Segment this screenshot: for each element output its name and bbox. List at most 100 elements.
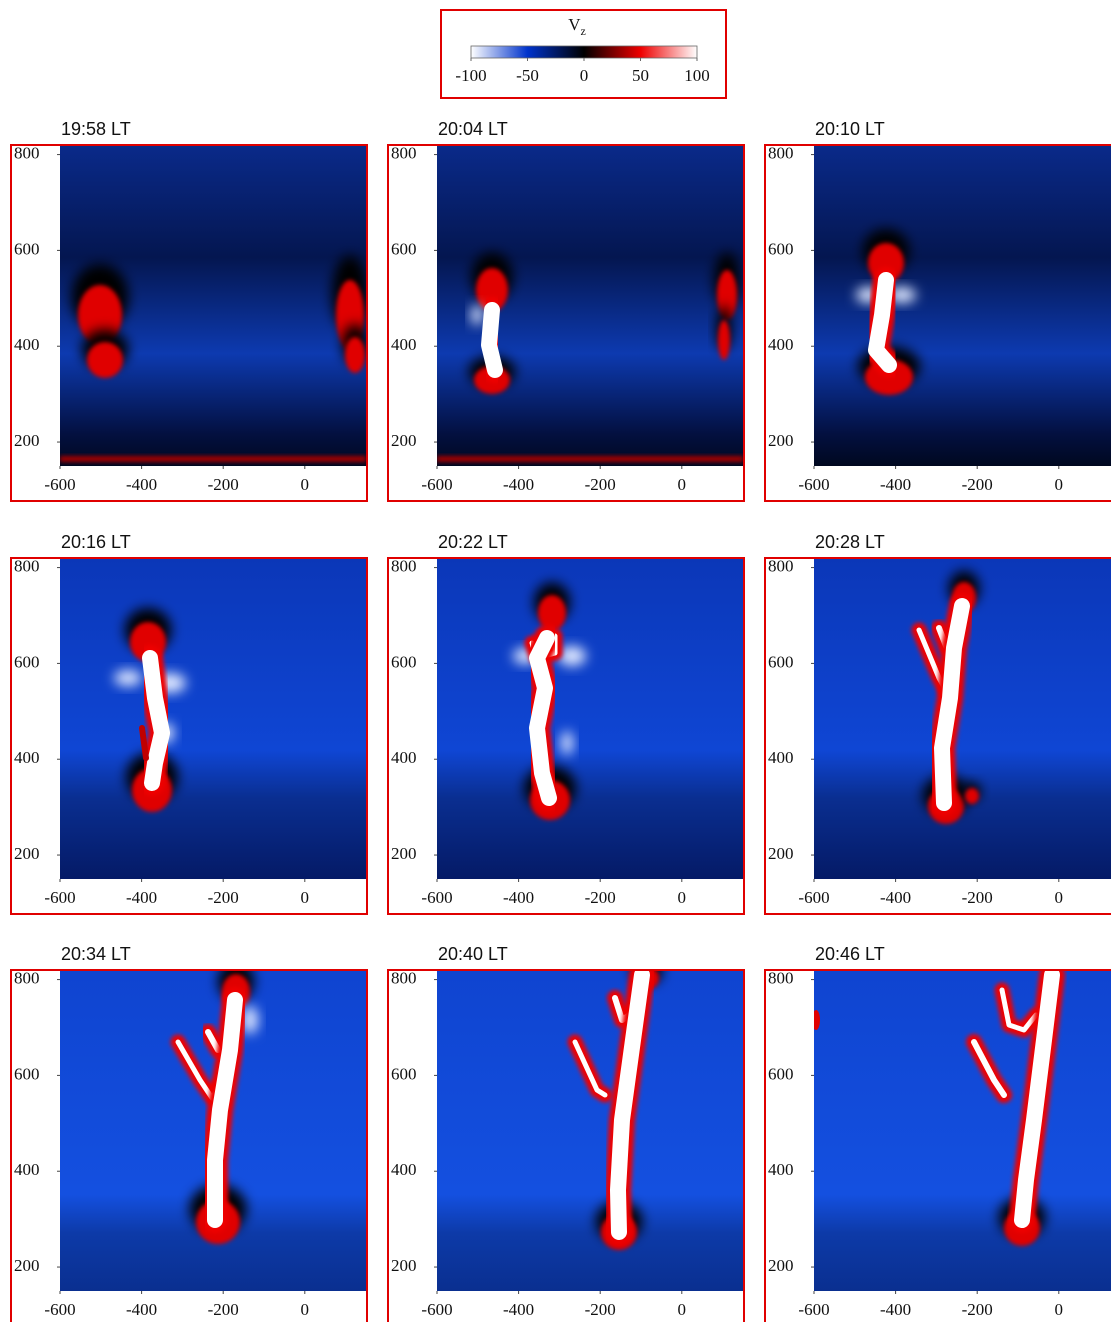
x-tick-label: -400	[880, 888, 911, 907]
panel-frame	[764, 557, 1111, 915]
white-patch	[114, 670, 142, 686]
y-tick-label: 600	[14, 1064, 40, 1083]
x-tick-label: -400	[126, 475, 157, 494]
red-blob	[718, 320, 730, 360]
x-tick-label: -400	[126, 1300, 157, 1319]
structure-core	[999, 987, 1039, 1033]
loop	[139, 725, 149, 761]
panel-title: 20:46 LT	[815, 944, 885, 964]
structure-core	[205, 1029, 221, 1053]
y-tick-label: 600	[391, 1064, 417, 1083]
x-tick-label: -200	[208, 1300, 239, 1319]
panel-frame	[10, 969, 368, 1322]
heatmap-background	[437, 558, 743, 879]
y-tick-label: 200	[14, 431, 40, 450]
y-tick-label: 200	[768, 1256, 794, 1275]
y-tick-label: 200	[391, 844, 417, 863]
y-tick-label: 600	[768, 239, 794, 258]
panel-title: 19:58 LT	[61, 119, 131, 139]
y-tick-label: 200	[768, 431, 794, 450]
x-tick-label: -200	[585, 475, 616, 494]
x-tick-label: -200	[962, 888, 993, 907]
panel-title: 20:40 LT	[438, 944, 508, 964]
y-tick-label: 400	[768, 1160, 794, 1179]
x-tick-label: 0	[1055, 888, 1064, 907]
heatmap	[437, 145, 743, 466]
x-tick-label: -600	[421, 888, 452, 907]
colorbar	[470, 45, 698, 59]
x-tick-label: -600	[421, 475, 452, 494]
heatmap-background	[437, 970, 743, 1291]
y-tick-label: 600	[391, 239, 417, 258]
x-tick-label: -600	[44, 888, 75, 907]
structure-core	[971, 1039, 1007, 1098]
red-blob	[78, 285, 122, 345]
colorbar-tick-label: 50	[632, 66, 649, 85]
white-patch	[561, 731, 573, 755]
x-tick-label: -400	[503, 888, 534, 907]
colorbar-title-subscript: z	[580, 24, 585, 38]
y-tick-label: 600	[14, 652, 40, 671]
y-tick-label: 200	[391, 1256, 417, 1275]
y-tick-label: 800	[391, 143, 417, 162]
colorbar-tick-label: -100	[455, 66, 486, 85]
white-patch	[558, 646, 586, 666]
x-tick-label: -200	[208, 888, 239, 907]
x-tick-label: -400	[503, 475, 534, 494]
y-tick-label: 800	[14, 556, 40, 575]
heatmap-background	[814, 970, 1111, 1291]
x-tick-label: -200	[962, 475, 993, 494]
structure-core	[610, 970, 650, 1240]
structure-core	[934, 598, 970, 811]
x-tick-label: 0	[1055, 475, 1064, 494]
panel-title: 20:22 LT	[438, 532, 508, 552]
y-tick-label: 400	[391, 335, 417, 354]
y-tick-label: 800	[768, 556, 794, 575]
panel-title: 20:28 LT	[815, 532, 885, 552]
y-tick-label: 400	[14, 748, 40, 767]
y-tick-label: 600	[768, 1064, 794, 1083]
y-tick-label: 600	[768, 652, 794, 671]
x-tick-label: -200	[962, 1300, 993, 1319]
y-tick-label: 200	[391, 431, 417, 450]
panel-frame	[764, 969, 1111, 1322]
red-blob	[87, 342, 123, 378]
x-tick-label: 0	[1055, 1300, 1064, 1319]
x-tick-label: 0	[301, 888, 310, 907]
x-tick-label: -600	[798, 888, 829, 907]
x-tick-label: -400	[503, 1300, 534, 1319]
y-tick-label: 400	[391, 748, 417, 767]
y-tick-label: 800	[391, 968, 417, 987]
red-blob	[965, 788, 979, 804]
structure-core	[481, 302, 503, 378]
panel-title: 20:10 LT	[815, 119, 885, 139]
y-tick-label: 400	[391, 1160, 417, 1179]
y-tick-label: 800	[14, 143, 40, 162]
panel-frame	[10, 557, 368, 915]
y-tick-label: 800	[768, 143, 794, 162]
colorbar-title: Vz	[568, 15, 586, 38]
y-tick-label: 400	[768, 748, 794, 767]
colorbar-tick-label: 0	[580, 66, 589, 85]
x-tick-label: 0	[678, 475, 687, 494]
x-tick-label: -600	[421, 1300, 452, 1319]
edge-blob	[814, 1010, 820, 1030]
panel-frame	[10, 144, 368, 502]
x-tick-label: -200	[585, 1300, 616, 1319]
structure-core	[529, 630, 557, 806]
panel-title: 20:04 LT	[438, 119, 508, 139]
heatmap-background	[60, 558, 366, 879]
x-tick-label: 0	[678, 888, 687, 907]
y-tick-label: 200	[14, 844, 40, 863]
colorbar-tick-label: -50	[516, 66, 539, 85]
structure-core	[572, 1039, 608, 1098]
x-tick-label: 0	[301, 475, 310, 494]
heatmap	[814, 970, 1111, 1291]
x-tick-label: -400	[880, 1300, 911, 1319]
panel-title: 20:34 LT	[61, 944, 131, 964]
structure-core	[1014, 970, 1060, 1228]
y-tick-label: 800	[768, 968, 794, 987]
red-blob	[538, 595, 566, 631]
heatmap	[437, 970, 743, 1291]
